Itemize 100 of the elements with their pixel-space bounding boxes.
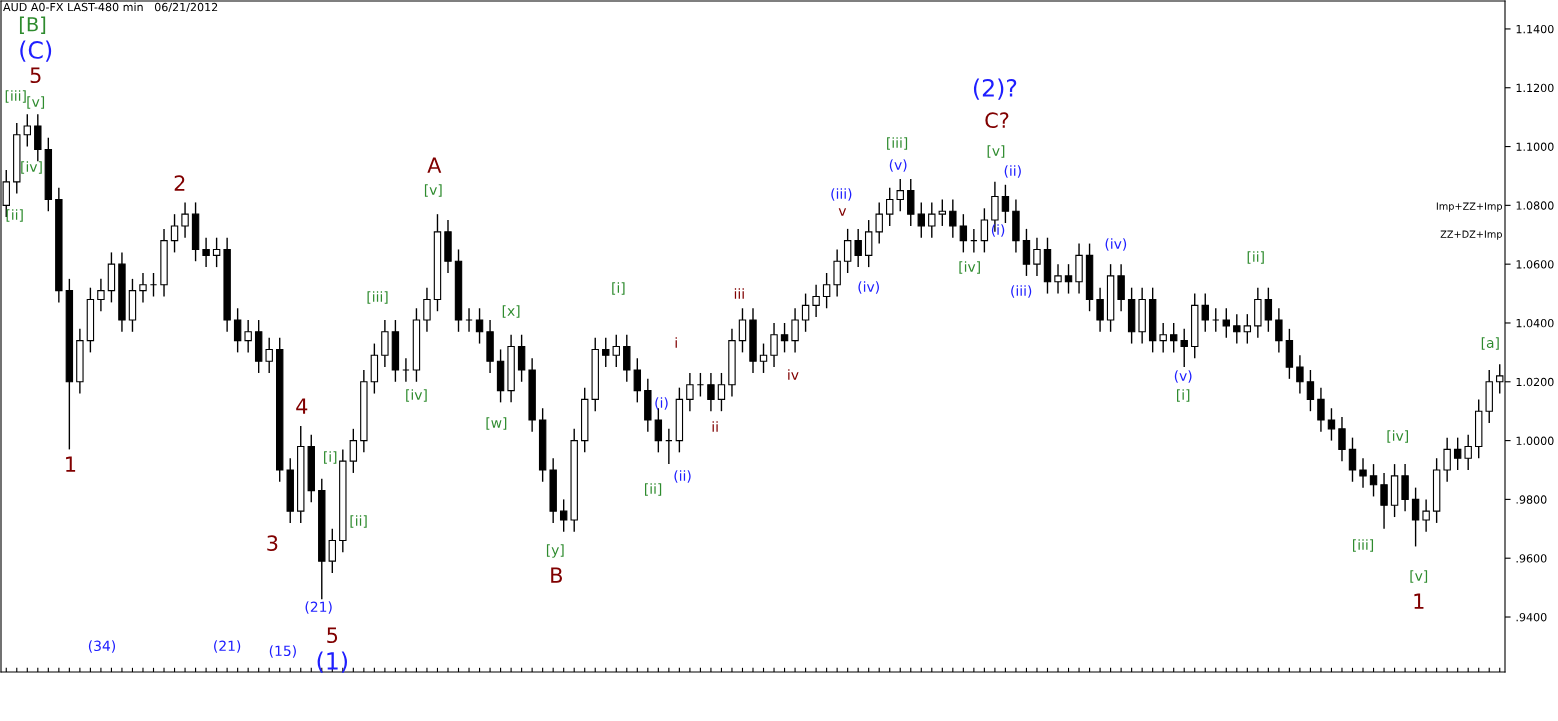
candlestick <box>1317 386 1325 433</box>
candlestick <box>917 201 925 239</box>
candlestick <box>896 178 904 212</box>
candlestick <box>1033 237 1041 277</box>
annotation: [iii] <box>1353 539 1374 552</box>
annotation: [v] <box>27 96 45 109</box>
annotation: [y] <box>546 544 564 558</box>
annotation: v <box>838 208 847 216</box>
annotation: (C) <box>20 40 52 62</box>
y-tick-label: 1.0800 <box>1516 201 1554 210</box>
candlestick <box>1169 322 1178 354</box>
annotation: [B] <box>19 16 46 34</box>
annotation: Imp+ZZ+Imp <box>1436 202 1503 212</box>
candlestick <box>1443 436 1451 483</box>
y-tick-label: 1.0000 <box>1516 436 1554 445</box>
candlestick <box>822 272 831 309</box>
annotation: [v] <box>424 184 442 197</box>
candlestick <box>328 528 337 574</box>
annotation: [i] <box>324 451 337 464</box>
candlestick <box>423 286 431 333</box>
annotation: (21) <box>305 601 332 614</box>
candlestick <box>854 228 862 268</box>
candlestick <box>1453 436 1462 471</box>
candlestick <box>707 372 715 412</box>
candlestick <box>1464 434 1472 471</box>
candlestick <box>812 284 820 318</box>
candlestick <box>886 187 894 227</box>
annotation: [a] <box>1481 337 1499 350</box>
candlestick <box>633 357 642 404</box>
candlestick <box>34 113 42 162</box>
annotation: [v] <box>1410 570 1428 583</box>
annotation: A <box>427 157 442 173</box>
candlestick <box>949 198 957 239</box>
candlestick <box>907 178 915 227</box>
annotation: B <box>551 567 562 583</box>
annotation: [iii] <box>367 291 388 304</box>
annotation: (v) <box>889 159 907 172</box>
annotation: (15) <box>269 645 296 658</box>
candlestick <box>139 272 147 304</box>
y-tick-label: 1.0200 <box>1516 377 1554 387</box>
candlestick <box>1180 328 1188 368</box>
candlestick <box>1306 369 1315 412</box>
candlestick <box>1054 263 1062 295</box>
y-tick-label: 1.0400 <box>1516 318 1554 328</box>
candlestick <box>791 307 799 354</box>
chart-title: AUD A0-FX LAST-480 min 06/21/2012 <box>3 2 218 13</box>
candlestick <box>23 113 32 148</box>
annotation: (i) <box>655 397 668 410</box>
annotation: ZZ+DZ+Imp <box>1440 230 1502 240</box>
annotation: (21) <box>214 640 241 653</box>
annotation: (i) <box>991 224 1005 237</box>
annotation: 1 <box>1414 593 1424 609</box>
annotation: (34) <box>88 640 116 653</box>
candlestick <box>759 342 768 374</box>
annotation: 3 <box>267 535 278 552</box>
candlestick <box>717 372 726 412</box>
candlestick <box>770 322 778 368</box>
annotation: (iv) <box>1105 238 1127 251</box>
annotation: i <box>675 337 677 348</box>
candlestick <box>780 322 789 354</box>
candlestick <box>980 207 989 254</box>
annotation: [iv] <box>406 389 427 402</box>
candlestick <box>1201 292 1209 333</box>
annotation: [iv] <box>1387 430 1408 443</box>
candlestick <box>1117 263 1125 312</box>
annotation: [iii] <box>887 137 908 150</box>
candlestick <box>1348 436 1357 483</box>
candlestick <box>1243 313 1252 345</box>
candlestick <box>349 428 358 474</box>
y-tick-label: 1.0600 <box>1516 260 1554 269</box>
y-tick-label: 1.1400 <box>1516 24 1554 34</box>
candlestick <box>1380 472 1388 530</box>
annotation: 1 <box>66 456 76 472</box>
annotation: [w] <box>486 417 507 430</box>
candlestick <box>843 228 852 274</box>
candlestick <box>1422 498 1430 533</box>
candlestick <box>1022 228 1031 277</box>
candlestick <box>602 336 610 368</box>
candlestick <box>244 319 252 354</box>
candlestick <box>475 307 484 345</box>
annotation: [ii] <box>6 209 23 222</box>
annotation: C? <box>985 112 1009 129</box>
candlestick <box>1159 322 1167 354</box>
candlestick <box>801 292 810 333</box>
candlestick <box>928 201 936 239</box>
candlestick <box>517 334 526 383</box>
candlestick <box>738 307 747 354</box>
y-tick-label: .9800 <box>1516 495 1547 504</box>
candlestick <box>1264 286 1273 333</box>
candlestick <box>959 213 968 254</box>
annotation: ii <box>712 421 718 432</box>
candlestick <box>686 372 694 412</box>
annotation: [iii] <box>5 90 26 103</box>
candlestick <box>265 336 273 374</box>
candlestick <box>623 334 631 383</box>
candlestick <box>875 201 883 245</box>
annotation: [ii] <box>645 483 662 496</box>
candlestick <box>1338 416 1346 462</box>
candlestick <box>864 219 873 268</box>
y-tick-label: .9600 <box>1516 554 1547 563</box>
